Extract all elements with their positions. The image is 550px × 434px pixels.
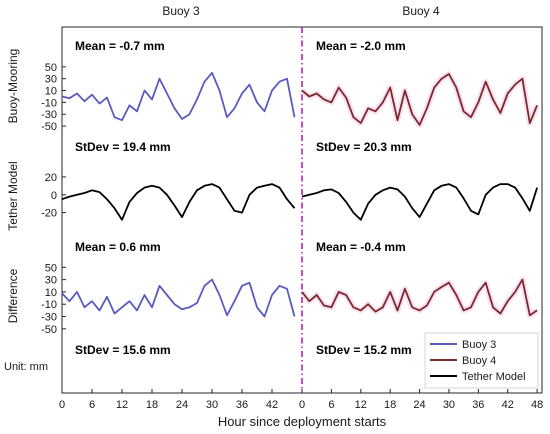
legend-label-buoy3: Buoy 3 <box>462 339 496 351</box>
x-tick-label: 24 <box>176 399 188 411</box>
x-tick-label: 12 <box>355 399 367 411</box>
stat-mean-buoy-mooring-right: Mean = -2.0 mm <box>316 39 406 53</box>
x-tick-label: 30 <box>206 399 218 411</box>
series-buoy3-difference <box>61 278 296 318</box>
series-tether-buoy4 <box>301 183 538 221</box>
y-tick-label: 10 <box>45 86 57 98</box>
x-tick-label: 36 <box>236 399 248 411</box>
y-tick-label: -10 <box>41 299 57 311</box>
series-buoy3-mooring <box>61 71 296 122</box>
x-tick-label: 48 <box>531 399 543 411</box>
y-tick-label: 50 <box>45 62 57 74</box>
series-buoy4-mooring <box>301 73 538 126</box>
stat-stdev-difference-right: StDev = 15.2 mm <box>316 343 412 357</box>
x-tick-label: 42 <box>502 399 514 411</box>
ylabel-buoy-mooring: Buoy-Mooring <box>6 49 20 124</box>
stat-stdev-difference-left: StDev = 15.6 mm <box>75 343 171 357</box>
legend-label-buoy4: Buoy 4 <box>462 355 496 367</box>
x-tick-label: 12 <box>116 399 128 411</box>
x-tick-label: 18 <box>384 399 396 411</box>
x-tick-label: 30 <box>443 399 455 411</box>
series-buoy4-mooring-halo <box>300 71 540 128</box>
y-tick-label: 30 <box>45 275 57 287</box>
y-tick-label: 20 <box>45 172 57 184</box>
x-tick-label: 24 <box>413 399 425 411</box>
x-tick-label: 6 <box>89 399 95 411</box>
x-axis-label: Hour since deployment starts <box>218 414 387 429</box>
x-tick-label: 42 <box>266 399 278 411</box>
x-tick-label: 18 <box>146 399 158 411</box>
x-tick-label: 36 <box>472 399 484 411</box>
ylabel-tether-model: Tether Model <box>6 161 20 230</box>
stat-mean-difference-left: Mean = 0.6 mm <box>75 240 161 254</box>
stat-mean-buoy-mooring-left: Mean = -0.7 mm <box>75 39 165 53</box>
stat-mean-difference-right: Mean = -0.4 mm <box>316 240 406 254</box>
x-tick-label: 0 <box>299 399 305 411</box>
y-tick-label: -20 <box>41 208 57 220</box>
title-buoy4: Buoy 4 <box>402 4 440 18</box>
series-layer <box>61 71 540 319</box>
series-buoy4-difference <box>301 278 538 317</box>
unit-label: Unit: mm <box>4 361 48 373</box>
ylabel-difference: Difference <box>6 268 20 323</box>
legend-label-tether: Tether Model <box>462 371 526 383</box>
y-tick-label: -10 <box>41 97 57 109</box>
y-tick-label: -30 <box>41 109 57 121</box>
y-tick-label: 0 <box>51 190 57 202</box>
x-tick-label: 0 <box>59 399 65 411</box>
y-tick-label: 10 <box>45 287 57 299</box>
legend: Buoy 3 Buoy 4 Tether Model <box>424 332 539 389</box>
stat-stdev-buoy-mooring-left: StDev = 19.4 mm <box>75 140 171 154</box>
y-tick-label: -50 <box>41 324 57 336</box>
title-buoy3: Buoy 3 <box>162 4 200 18</box>
y-tick-label: -50 <box>41 121 57 133</box>
y-tick-label: 30 <box>45 74 57 86</box>
series-tether-buoy3 <box>61 183 296 221</box>
stat-stdev-buoy-mooring-right: StDev = 20.3 mm <box>316 140 412 154</box>
y-tick-label: 50 <box>45 262 57 274</box>
x-tick-label: 6 <box>328 399 334 411</box>
y-tick-label: -30 <box>41 312 57 324</box>
